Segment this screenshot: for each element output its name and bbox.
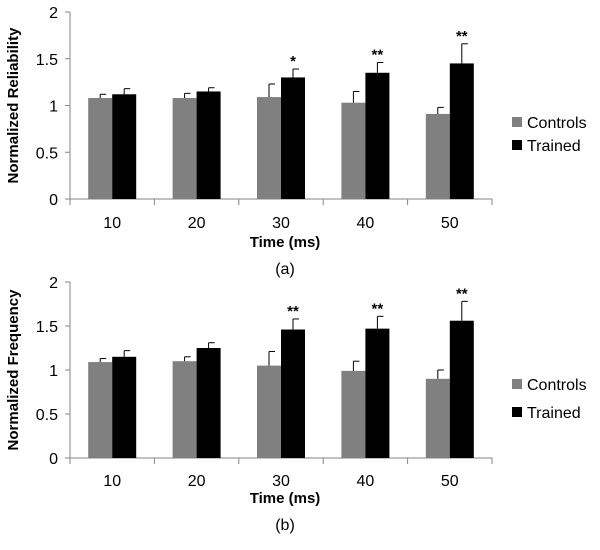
chart-b: 0 0.5 1 1.5 2 10 20 ** 30 ** 40 ** 50 Time (ms) Normal… [5, 275, 587, 534]
x-tick-label: 20 [188, 473, 206, 490]
significance-marker: ** [372, 300, 384, 317]
x-tick-label: 10 [103, 215, 121, 232]
legend-swatch [512, 379, 522, 389]
y-tick-label: 1.5 [36, 52, 58, 69]
x-axis-title: Time (ms) [250, 234, 321, 251]
trained-bar [449, 320, 474, 458]
controls-bar [341, 102, 366, 199]
trained-bar [449, 63, 474, 199]
chart-caption: (b) [275, 517, 295, 534]
legend-label: Trained [527, 405, 581, 422]
x-tick-label: 30 [272, 215, 290, 232]
legend-swatch [512, 407, 522, 417]
trained-bar [281, 329, 305, 458]
trained-bar [196, 348, 221, 458]
y-tick-label: 2 [49, 275, 58, 292]
significance-marker: ** [456, 28, 468, 45]
legend-swatch [512, 117, 522, 127]
significance-marker: ** [372, 46, 384, 63]
controls-bar [257, 97, 281, 199]
significance-marker: ** [287, 303, 299, 320]
chart-caption: (a) [275, 261, 295, 278]
y-tick-label: 0.5 [36, 145, 58, 162]
y-tick-label: 0 [49, 451, 58, 468]
x-tick-label: 30 [272, 473, 290, 490]
trained-bar [365, 72, 390, 199]
trained-bar [281, 77, 305, 199]
legend-label: Trained [527, 138, 581, 155]
trained-bar [365, 328, 390, 458]
controls-bar [425, 113, 450, 199]
trained-bar [196, 91, 221, 199]
controls-bar [425, 378, 450, 458]
legend-swatch [512, 140, 522, 150]
x-tick-label: 10 [103, 473, 121, 490]
controls-bar [257, 365, 281, 458]
y-axis-title: Normalized Frequency [5, 289, 22, 451]
controls-bar [88, 362, 113, 458]
controls-bar [172, 361, 197, 458]
controls-bar [341, 370, 366, 458]
x-tick-label: 40 [357, 473, 375, 490]
controls-bar [88, 98, 113, 199]
legend-label: Controls [527, 377, 587, 394]
y-tick-label: 1 [49, 363, 58, 380]
controls-bar [172, 98, 197, 199]
y-tick-label: 2 [49, 5, 58, 22]
significance-marker: ** [456, 285, 468, 302]
chart-a: 0 0.5 1 1.5 2 10 20 * 30 ** 40 ** 50 Time (ms) Normali… [5, 5, 587, 278]
x-tick-label: 40 [357, 215, 375, 232]
significance-marker: * [290, 53, 296, 70]
y-tick-label: 1 [49, 99, 58, 116]
y-tick-label: 1.5 [36, 319, 58, 336]
y-tick-label: 0.5 [36, 407, 58, 424]
x-tick-label: 20 [188, 215, 206, 232]
y-axis-title: Normalized Reliability [5, 27, 22, 184]
x-axis-title: Time (ms) [250, 490, 321, 507]
trained-bar [112, 94, 137, 199]
trained-bar [112, 356, 137, 458]
legend-label: Controls [527, 115, 587, 132]
x-tick-label: 50 [441, 215, 459, 232]
y-tick-label: 0 [49, 192, 58, 209]
x-tick-label: 50 [441, 473, 459, 490]
